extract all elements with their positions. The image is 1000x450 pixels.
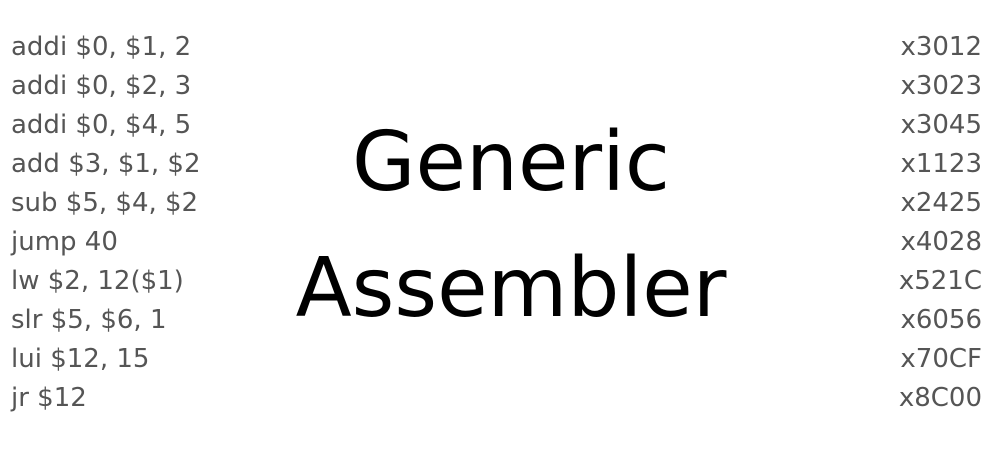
machine-code: x521C xyxy=(898,266,982,296)
machine-code-list: x3012 x3023 x3045 x1123 x2425 x4028 x521… xyxy=(899,28,982,418)
title-line-2: Assembler xyxy=(295,241,727,336)
assembly-instruction: jr $12 xyxy=(11,383,87,413)
title-line-1: Generic xyxy=(352,115,670,210)
page-title: Generic Assembler xyxy=(200,100,822,352)
assembly-instruction: sub $5, $4, $2 xyxy=(11,188,199,218)
assembly-instruction: slr $5, $6, 1 xyxy=(11,305,167,335)
assembly-instruction: jump 40 xyxy=(11,227,118,257)
assembly-instruction: addi $0, $1, 2 xyxy=(11,32,192,62)
machine-code: x2425 xyxy=(900,188,982,218)
assembly-instruction: lui $12, 15 xyxy=(11,344,150,374)
machine-code: x3023 xyxy=(900,71,982,101)
machine-code: x3045 xyxy=(900,110,982,140)
assembly-instruction-list: addi $0, $1, 2 addi $0, $2, 3 addi $0, $… xyxy=(11,28,201,418)
assembly-instruction: addi $0, $2, 3 xyxy=(11,71,192,101)
machine-code: x8C00 xyxy=(898,383,982,413)
machine-code: x4028 xyxy=(900,227,982,257)
assembly-instruction: add $3, $1, $2 xyxy=(11,149,201,179)
machine-code: x1123 xyxy=(900,149,982,179)
assembly-instruction: lw $2, 12($1) xyxy=(11,266,184,296)
machine-code: x6056 xyxy=(900,305,982,335)
machine-code: x70CF xyxy=(900,344,982,374)
machine-code: x3012 xyxy=(900,32,982,62)
assembly-instruction: addi $0, $4, 5 xyxy=(11,110,192,140)
